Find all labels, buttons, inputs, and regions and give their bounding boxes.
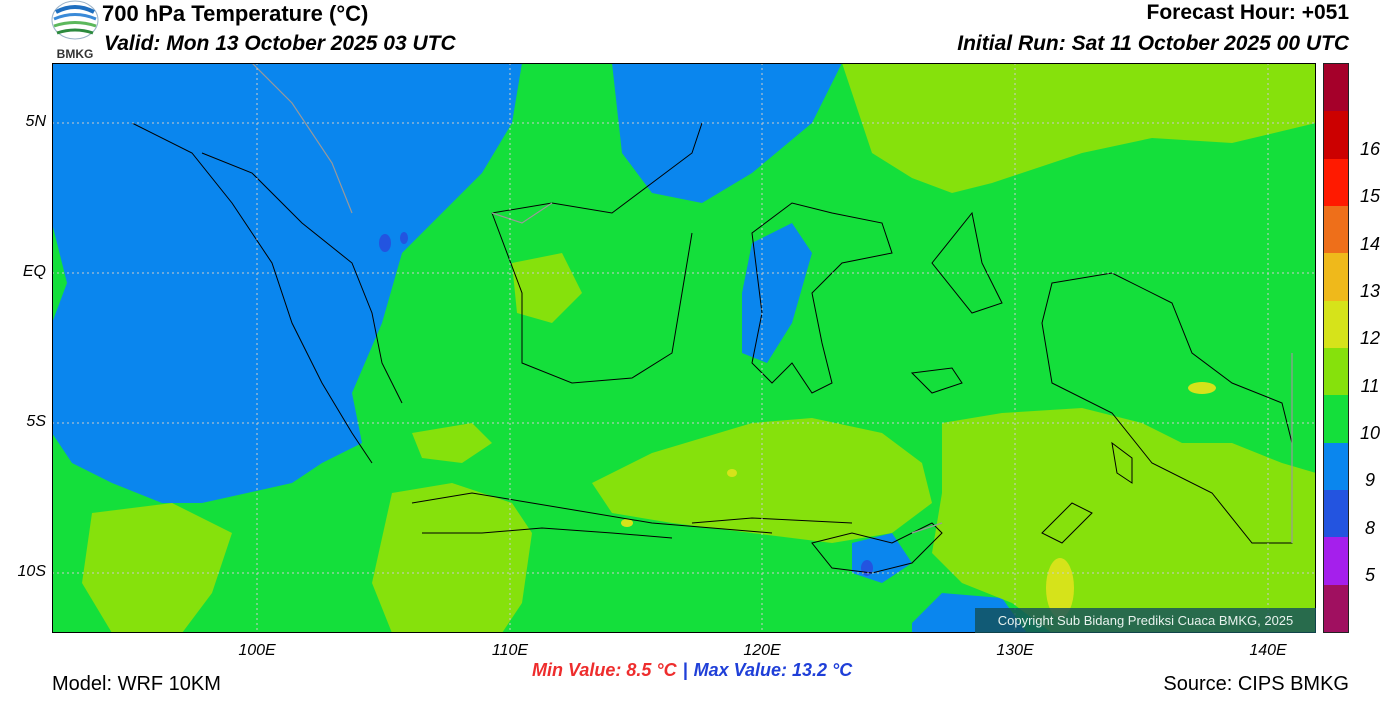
colorbar-segment bbox=[1324, 395, 1348, 444]
region-11c bbox=[82, 63, 1316, 633]
lat-label: 5N bbox=[25, 113, 46, 130]
colorbar-label: 16 bbox=[1359, 138, 1381, 159]
lon-label: 130E bbox=[996, 642, 1034, 659]
colorbar-label: 12 bbox=[1359, 328, 1381, 349]
source-label: Source: CIPS BMKG bbox=[1163, 673, 1349, 695]
colorbar-segment bbox=[1324, 206, 1348, 254]
colorbar-segment bbox=[1324, 490, 1348, 538]
min-value: Min Value: 8.5 °C bbox=[532, 660, 677, 680]
colorbar-segment bbox=[1324, 584, 1348, 633]
lon-label: 110E bbox=[491, 642, 529, 659]
colorbar-segment bbox=[1324, 64, 1348, 112]
copyright-notice: Copyright Sub Bidang Prediksi Cuaca BMKG… bbox=[975, 608, 1316, 633]
colorbar-segment bbox=[1324, 300, 1348, 349]
colorbar-label: 5 bbox=[1364, 564, 1375, 585]
borders bbox=[251, 62, 1293, 543]
lat-label: 10S bbox=[17, 563, 46, 580]
colorbar-label: 13 bbox=[1359, 280, 1381, 301]
forecast-hour: Forecast Hour: +051 bbox=[1146, 1, 1350, 24]
temperature-map[interactable] bbox=[52, 62, 1316, 633]
colorbar-label: 11 bbox=[1360, 375, 1380, 396]
colorbar-label: 15 bbox=[1359, 186, 1381, 207]
map-title: 700 hPa Temperature (°C) bbox=[102, 1, 369, 26]
logo-text: BMKG bbox=[57, 47, 94, 61]
lon-label: 100E bbox=[238, 642, 276, 659]
max-value: Max Value: 13.2 °C bbox=[693, 660, 853, 680]
map-frame bbox=[52, 63, 1316, 633]
colorbar-segment bbox=[1324, 348, 1348, 396]
min-max-separator: | bbox=[682, 660, 688, 680]
min-max-values: Min Value: 8.5 °C | Max Value: 13.2 °C bbox=[532, 660, 852, 681]
colorbar-segment bbox=[1324, 442, 1348, 491]
colorbar-segment bbox=[1324, 537, 1348, 586]
initial-run: Initial Run: Sat 11 October 2025 00 UTC bbox=[957, 32, 1349, 55]
colorbar-label: 14 bbox=[1359, 233, 1381, 254]
model-label: Model: WRF 10KM bbox=[52, 673, 221, 695]
colorbar-segment bbox=[1324, 111, 1348, 160]
valid-time: Valid: Mon 13 October 2025 03 UTC bbox=[104, 32, 456, 55]
colorbar-label: 10 bbox=[1359, 422, 1381, 443]
lon-label: 120E bbox=[743, 642, 781, 659]
lon-label: 140E bbox=[1249, 642, 1287, 659]
lat-label: EQ bbox=[22, 263, 46, 280]
lat-label: 5S bbox=[26, 413, 46, 430]
colorbar-segment bbox=[1324, 158, 1348, 207]
colorbar-label: 9 bbox=[1364, 470, 1375, 491]
colorbar bbox=[1323, 63, 1349, 633]
region-9c bbox=[52, 63, 1027, 633]
graticule bbox=[52, 63, 1316, 633]
colorbar-segment bbox=[1324, 253, 1348, 302]
bmkg-logo-icon: BMKG bbox=[50, 0, 100, 62]
colorbar-label: 8 bbox=[1364, 517, 1375, 538]
